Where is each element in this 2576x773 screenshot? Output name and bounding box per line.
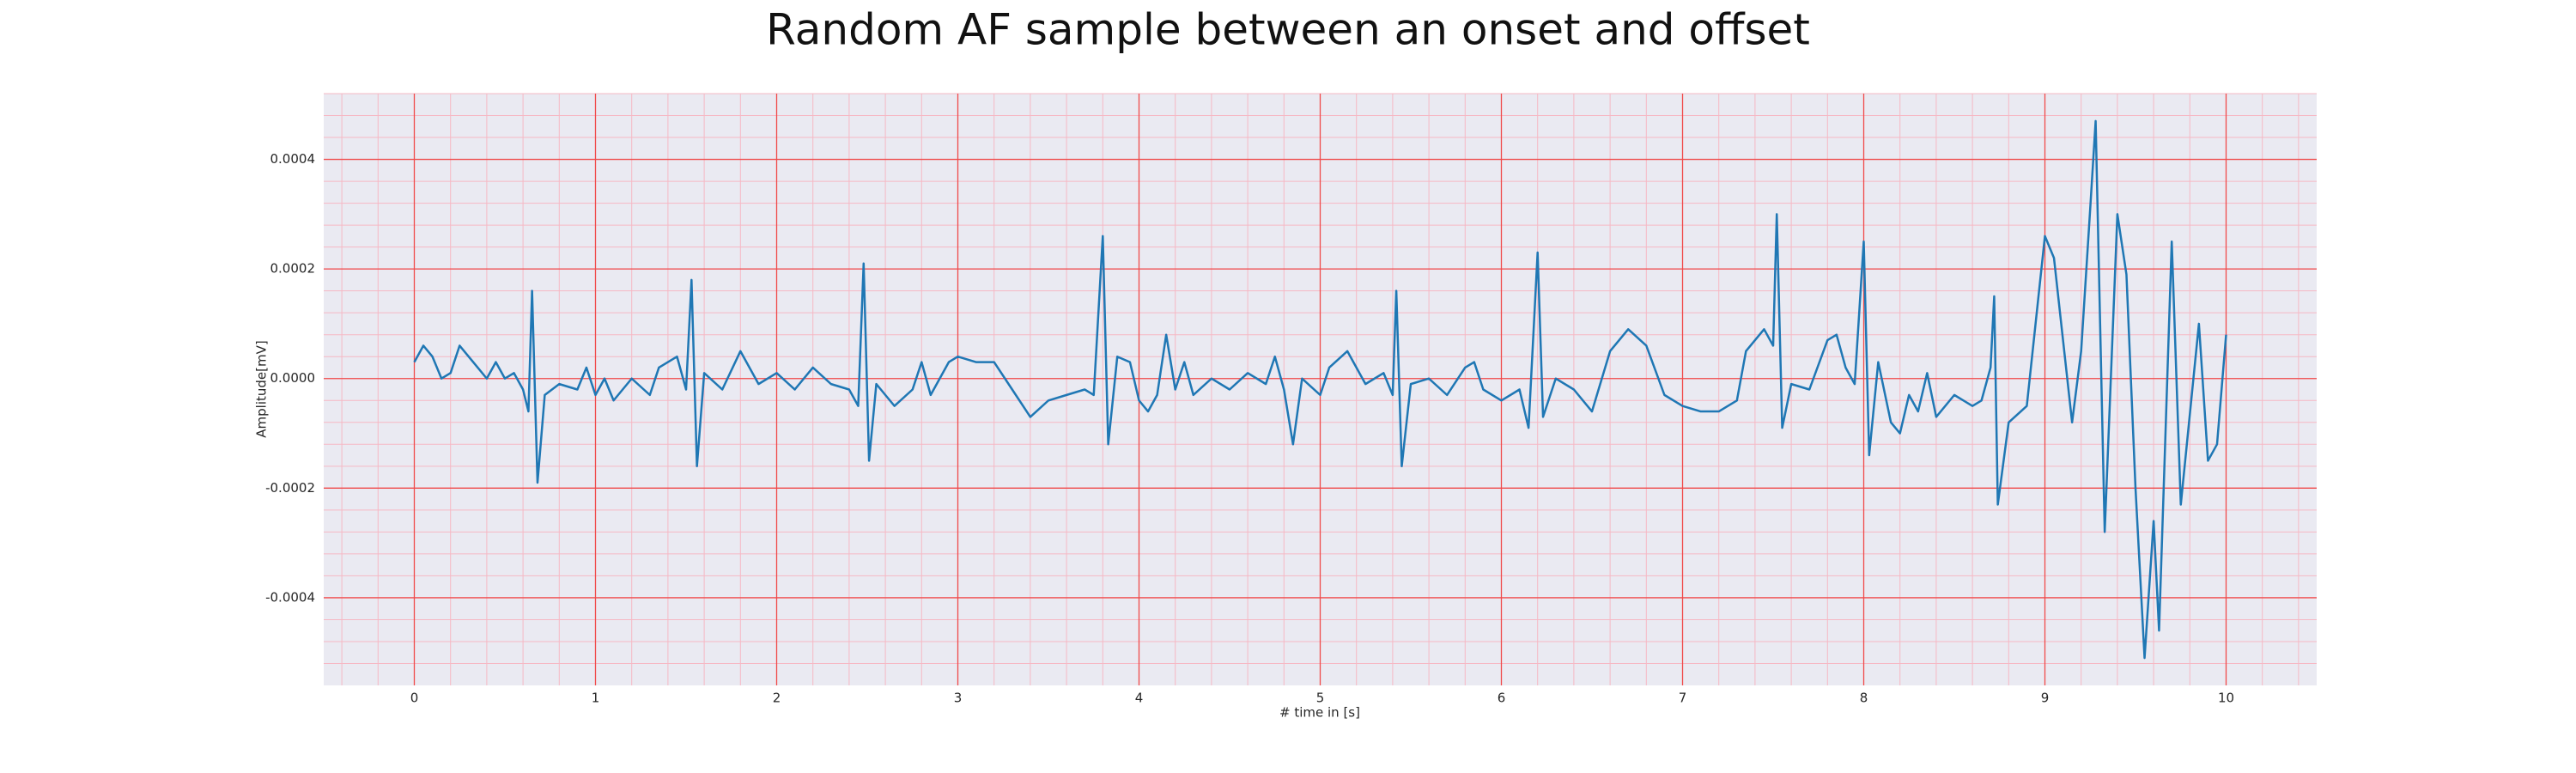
x-tick-label: 9 (2041, 691, 2050, 706)
y-tick-label: 0.0000 (270, 370, 316, 386)
y-tick-label: -0.0004 (265, 589, 315, 605)
x-tick-label: 3 (954, 691, 963, 706)
x-tick-label: 1 (592, 691, 600, 706)
x-tick-label: 10 (2218, 691, 2234, 706)
signal-line (413, 119, 2227, 660)
x-tick-label: 7 (1679, 691, 1687, 706)
y-tick-label: 0.0004 (270, 151, 316, 167)
x-tick-label: 8 (1860, 691, 1868, 706)
x-tick-label: 2 (773, 691, 781, 706)
x-tick-label: 6 (1498, 691, 1506, 706)
x-tick-label: 0 (410, 691, 419, 706)
x-axis-label: # time in [s] (1279, 705, 1360, 721)
chart-title: Random AF sample between an onset and of… (766, 5, 1810, 55)
x-tick-label: 5 (1316, 691, 1325, 706)
y-tick-label: -0.0002 (265, 480, 315, 496)
y-tick-label: 0.0002 (270, 261, 316, 277)
y-axis-label: Amplitude[mV] (254, 340, 270, 437)
x-tick-label: 4 (1135, 691, 1144, 706)
